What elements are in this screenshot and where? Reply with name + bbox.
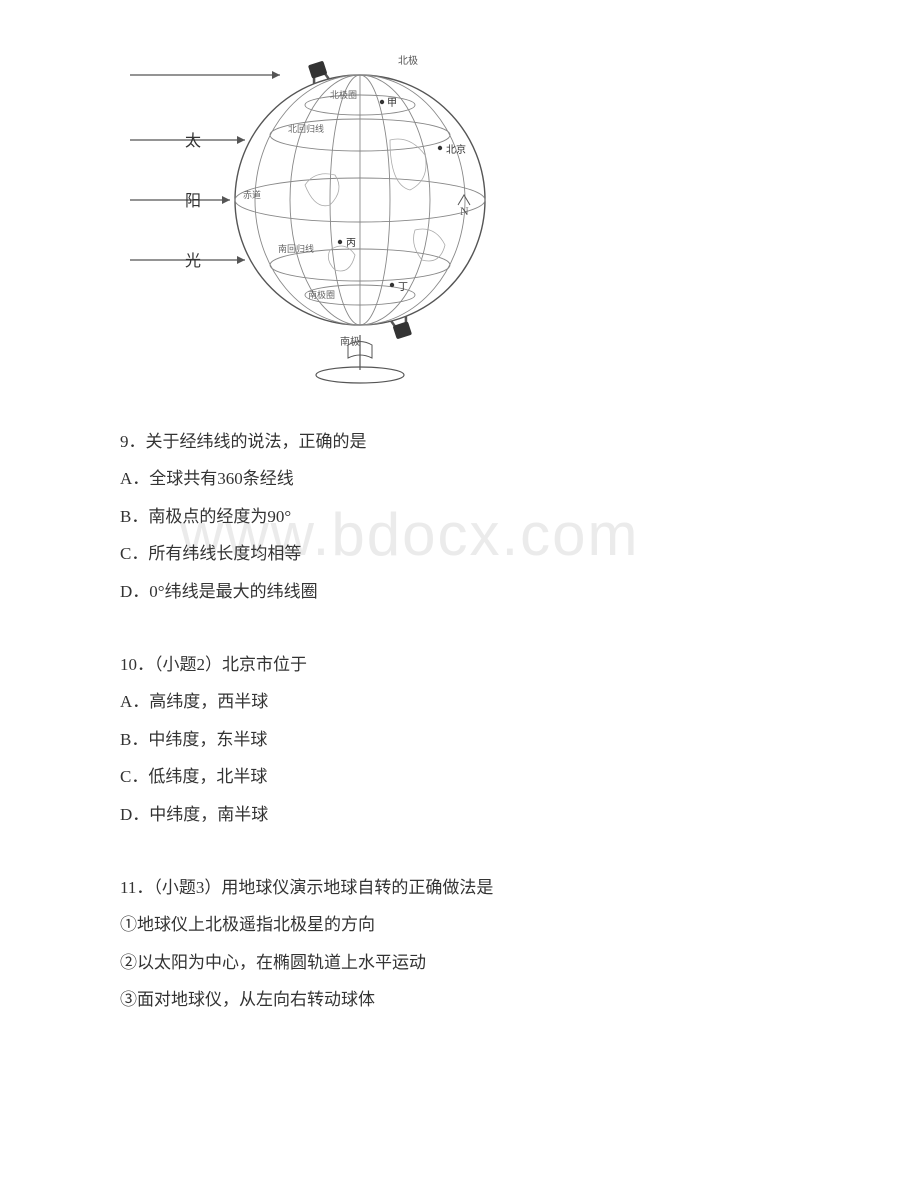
page-content: 太 阳 光 (120, 40, 860, 1018)
label-sun: 太 (185, 132, 201, 150)
q9-option-a: A．全球共有360条经线 (120, 460, 860, 497)
svg-text:丁: 丁 (398, 282, 408, 293)
svg-text:丙: 丙 (346, 238, 356, 249)
svg-text:南回归线: 南回归线 (278, 243, 314, 254)
globe-figure: 太 阳 光 (120, 40, 860, 395)
question-10: 10．（小题2）北京市位于 A．高纬度，西半球 B．中纬度，东半球 C．低纬度，… (120, 646, 860, 833)
question-11: 11．（小题3）用地球仪演示地球自转的正确做法是 ①地球仪上北极遥指北极星的方向… (120, 869, 860, 1019)
q10-option-b: B．中纬度，东半球 (120, 721, 860, 758)
q11-sub3: ③面对地球仪，从左向右转动球体 (120, 981, 860, 1018)
label-sun2: 阳 (185, 192, 201, 210)
svg-text:甲: 甲 (387, 98, 397, 109)
q11-sub1: ①地球仪上北极遥指北极星的方向 (120, 906, 860, 943)
label-light: 光 (185, 252, 201, 270)
q9-option-c: C．所有纬线长度均相等 (120, 535, 860, 572)
q10-option-c: C．低纬度，北半球 (120, 758, 860, 795)
q11-sub2: ②以太阳为中心，在椭圆轨道上水平运动 (120, 944, 860, 981)
q9-text: 9．关于经纬线的说法，正确的是 (120, 423, 860, 460)
q10-text: 10．（小题2）北京市位于 (120, 646, 860, 683)
q10-option-d: D．中纬度，南半球 (120, 796, 860, 833)
q10-option-a: A．高纬度，西半球 (120, 683, 860, 720)
q9-option-d: D．0°纬线是最大的纬线圈 (120, 573, 860, 610)
q9-option-b: B．南极点的经度为90° (120, 498, 860, 535)
q11-text: 11．（小题3）用地球仪演示地球自转的正确做法是 (120, 869, 860, 906)
question-9: 9．关于经纬线的说法，正确的是 A．全球共有360条经线 B．南极点的经度为90… (120, 423, 860, 610)
svg-text:北京: 北京 (446, 143, 466, 156)
svg-text:N: N (460, 204, 469, 218)
svg-text:北极: 北极 (398, 54, 418, 67)
svg-text:南极: 南极 (340, 335, 360, 348)
svg-text:北极圈: 北极圈 (330, 89, 357, 100)
svg-text:赤道: 赤道 (243, 189, 261, 200)
svg-text:北回归线: 北回归线 (288, 123, 324, 134)
svg-text:南极圈: 南极圈 (308, 289, 335, 300)
